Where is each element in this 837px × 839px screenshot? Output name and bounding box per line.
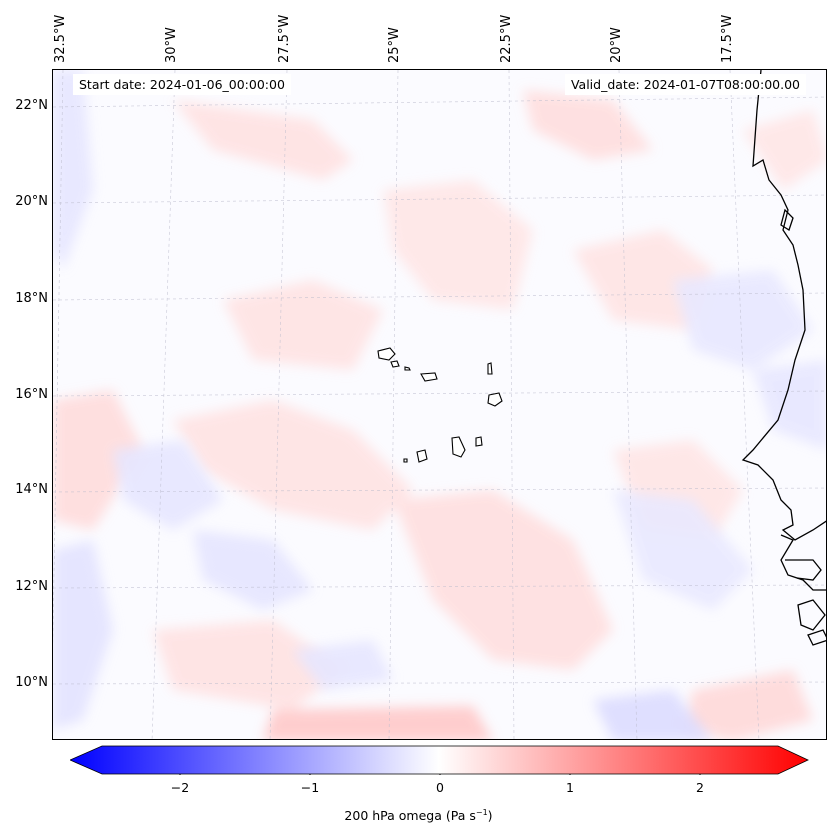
start-date-label: Start date: 2024-01-06_00:00:00 xyxy=(73,74,291,95)
lon-label-25w: 25°W xyxy=(387,27,402,63)
colorbar-label-end: ) xyxy=(487,808,493,824)
cape-verde-islands xyxy=(377,347,503,463)
lon-label-30w: 30°W xyxy=(164,27,179,63)
colorbar-tick-label-neg2: −2 xyxy=(170,780,190,795)
omega-field-map xyxy=(53,70,826,739)
map-gridlines xyxy=(53,70,826,739)
colorbar-tick-label-2: 2 xyxy=(696,780,704,795)
positive-omega-regions xyxy=(53,90,826,739)
lon-label-22-5w: 22.5°W xyxy=(499,14,514,63)
lat-label-10n: 10°N xyxy=(15,675,48,690)
lat-label-18n: 18°N xyxy=(15,291,48,306)
lat-label-12n: 12°N xyxy=(15,579,48,594)
lat-label-16n: 16°N xyxy=(15,387,48,402)
colorbar-body xyxy=(70,745,809,775)
lon-label-17-5w: 17.5°W xyxy=(720,14,735,63)
lat-label-20n: 20°N xyxy=(15,194,48,209)
valid-date-label: Valid_date: 2024-01-07T08:00:00.00 xyxy=(564,74,806,95)
lat-label-14n: 14°N xyxy=(15,482,48,497)
colorbar-label-main: 200 hPa omega (Pa s xyxy=(344,808,476,824)
negative-omega-regions xyxy=(53,70,826,739)
colorbar-label-exponent: −1 xyxy=(475,808,488,817)
map-frame: Start date: 2024-01-06_00:00:00 Valid_da… xyxy=(52,69,827,740)
colorbar-tick-label-1: 1 xyxy=(566,780,574,795)
lon-label-27-5w: 27.5°W xyxy=(277,14,292,63)
colorbar-tick-label-neg1: −1 xyxy=(300,780,320,795)
lat-label-22n: 22°N xyxy=(15,98,48,113)
lon-label-20w: 20°W xyxy=(609,27,624,63)
field-background xyxy=(53,70,826,739)
colorbar xyxy=(70,745,809,775)
african-coastline xyxy=(741,70,826,646)
colorbar-label: 200 hPa omega (Pa s−1) xyxy=(0,808,837,823)
colorbar-tick-label-0: 0 xyxy=(436,780,444,795)
lon-label-32-5w: 32.5°W xyxy=(53,14,68,63)
colorbar-tick-marks xyxy=(179,774,701,775)
